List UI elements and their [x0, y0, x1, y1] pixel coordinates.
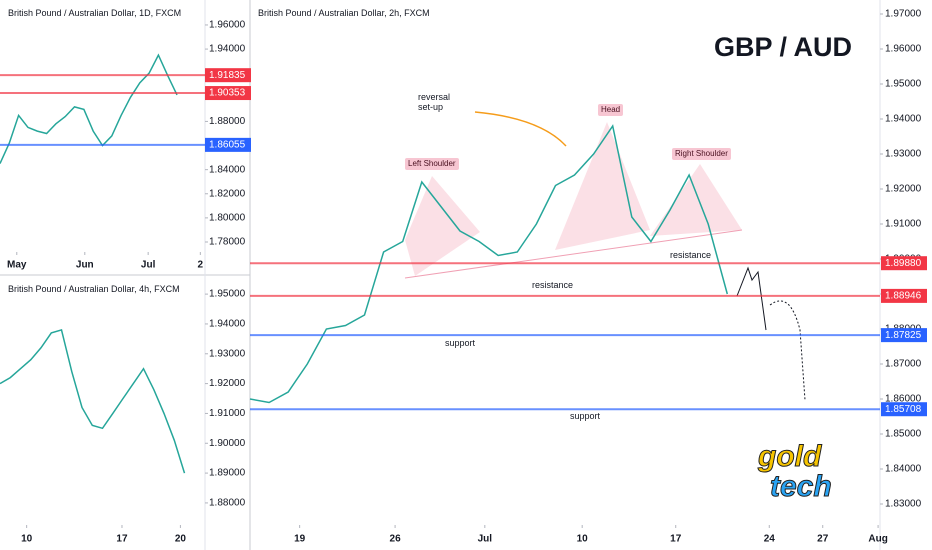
level-label-bg	[205, 68, 251, 83]
annotation: Right Shoulder	[672, 148, 731, 160]
x-tick-label: 10	[21, 534, 33, 545]
level-label-bg	[881, 328, 927, 343]
y-tick-label: 1.89000	[209, 468, 246, 479]
x-tick-label: Aug	[868, 534, 887, 545]
y-tick-label: 1.97000	[885, 9, 922, 20]
arrow-curve	[474, 111, 567, 147]
y-tick-label: 1.96000	[885, 44, 922, 55]
y-tick-label: 1.91000	[885, 219, 922, 230]
annotation: support	[570, 411, 601, 421]
projection-path	[736, 266, 767, 331]
y-tick-label: 1.93000	[209, 348, 246, 359]
chart-title: British Pound / Australian Dollar, 2h, F…	[258, 8, 430, 18]
level-label: 1.91835	[209, 70, 246, 81]
y-tick-label: 1.94000	[885, 114, 922, 125]
level-label-bg	[205, 137, 251, 152]
y-tick-label: 1.94000	[209, 44, 246, 55]
y-tick-label: 1.95000	[885, 79, 922, 90]
level-label: 1.87825	[885, 330, 922, 341]
chart-title: British Pound / Australian Dollar, 4h, F…	[8, 284, 180, 294]
price-line	[249, 124, 729, 404]
x-tick-label: 24	[764, 534, 776, 545]
annotation: resistance	[532, 280, 574, 290]
y-tick-label: 1.94000	[209, 319, 246, 330]
y-tick-label: 1.84000	[209, 164, 246, 175]
level-label: 1.89880	[885, 258, 922, 269]
level-label-bg	[881, 256, 927, 271]
x-tick-label: Jul	[478, 534, 493, 545]
y-tick-label: 1.80000	[209, 213, 246, 224]
annotation: resistance	[670, 250, 712, 260]
pattern-head	[555, 122, 650, 250]
annotation: reversal set-up	[418, 92, 451, 112]
level-label: 1.90353	[209, 88, 246, 99]
level-label: 1.88946	[885, 291, 922, 302]
x-tick-label: May	[7, 260, 27, 271]
x-tick-label: 20	[175, 534, 187, 545]
y-tick-label: 1.93000	[885, 149, 922, 160]
y-tick-label: 1.82000	[209, 188, 246, 199]
y-tick-label: 1.96000	[209, 20, 246, 31]
y-tick-label: 1.83000	[885, 499, 922, 510]
annotation: GBP / AUD	[714, 32, 853, 62]
x-tick-label: 2	[198, 260, 204, 271]
y-tick-label: 1.87000	[885, 359, 922, 370]
x-tick-label: 17	[670, 534, 682, 545]
x-tick-label: 26	[390, 534, 402, 545]
y-tick-label: 1.92000	[885, 184, 922, 195]
projection-path	[769, 300, 806, 401]
y-tick-label: 1.88000	[209, 498, 246, 509]
price-line	[0, 328, 186, 474]
x-tick-label: 10	[577, 534, 589, 545]
y-tick-label: 1.90000	[209, 438, 246, 449]
x-tick-label: 19	[294, 534, 306, 545]
annotation: Left Shoulder	[405, 158, 459, 170]
y-tick-label: 1.78000	[209, 237, 246, 248]
level-label-bg	[205, 86, 251, 101]
y-tick-label: 1.91000	[209, 408, 246, 419]
annotation: Head	[598, 104, 624, 116]
x-tick-label: 27	[817, 534, 829, 545]
logo-text: gold	[757, 440, 822, 474]
y-tick-label: 1.85000	[885, 429, 922, 440]
chart-title: British Pound / Australian Dollar, 1D, F…	[8, 8, 182, 18]
price-line	[0, 53, 178, 164]
x-tick-label: Jun	[76, 260, 94, 271]
level-label: 1.85708	[885, 404, 922, 415]
pattern-left-shoulder	[405, 176, 480, 276]
y-tick-label: 1.88000	[209, 116, 246, 127]
y-tick-label: 1.84000	[885, 464, 922, 475]
x-tick-label: 17	[116, 534, 128, 545]
y-tick-label: 1.86000	[885, 394, 922, 405]
y-tick-label: 1.95000	[209, 289, 246, 300]
logo-text: tech	[770, 470, 833, 504]
x-tick-label: Jul	[141, 260, 156, 271]
annotation: support	[445, 338, 476, 348]
level-label: 1.86055	[209, 140, 246, 151]
pattern-right-shoulder	[650, 164, 742, 236]
level-label-bg	[881, 288, 927, 303]
y-tick-label: 1.92000	[209, 378, 246, 389]
level-label-bg	[881, 402, 927, 417]
neckline	[404, 229, 743, 279]
